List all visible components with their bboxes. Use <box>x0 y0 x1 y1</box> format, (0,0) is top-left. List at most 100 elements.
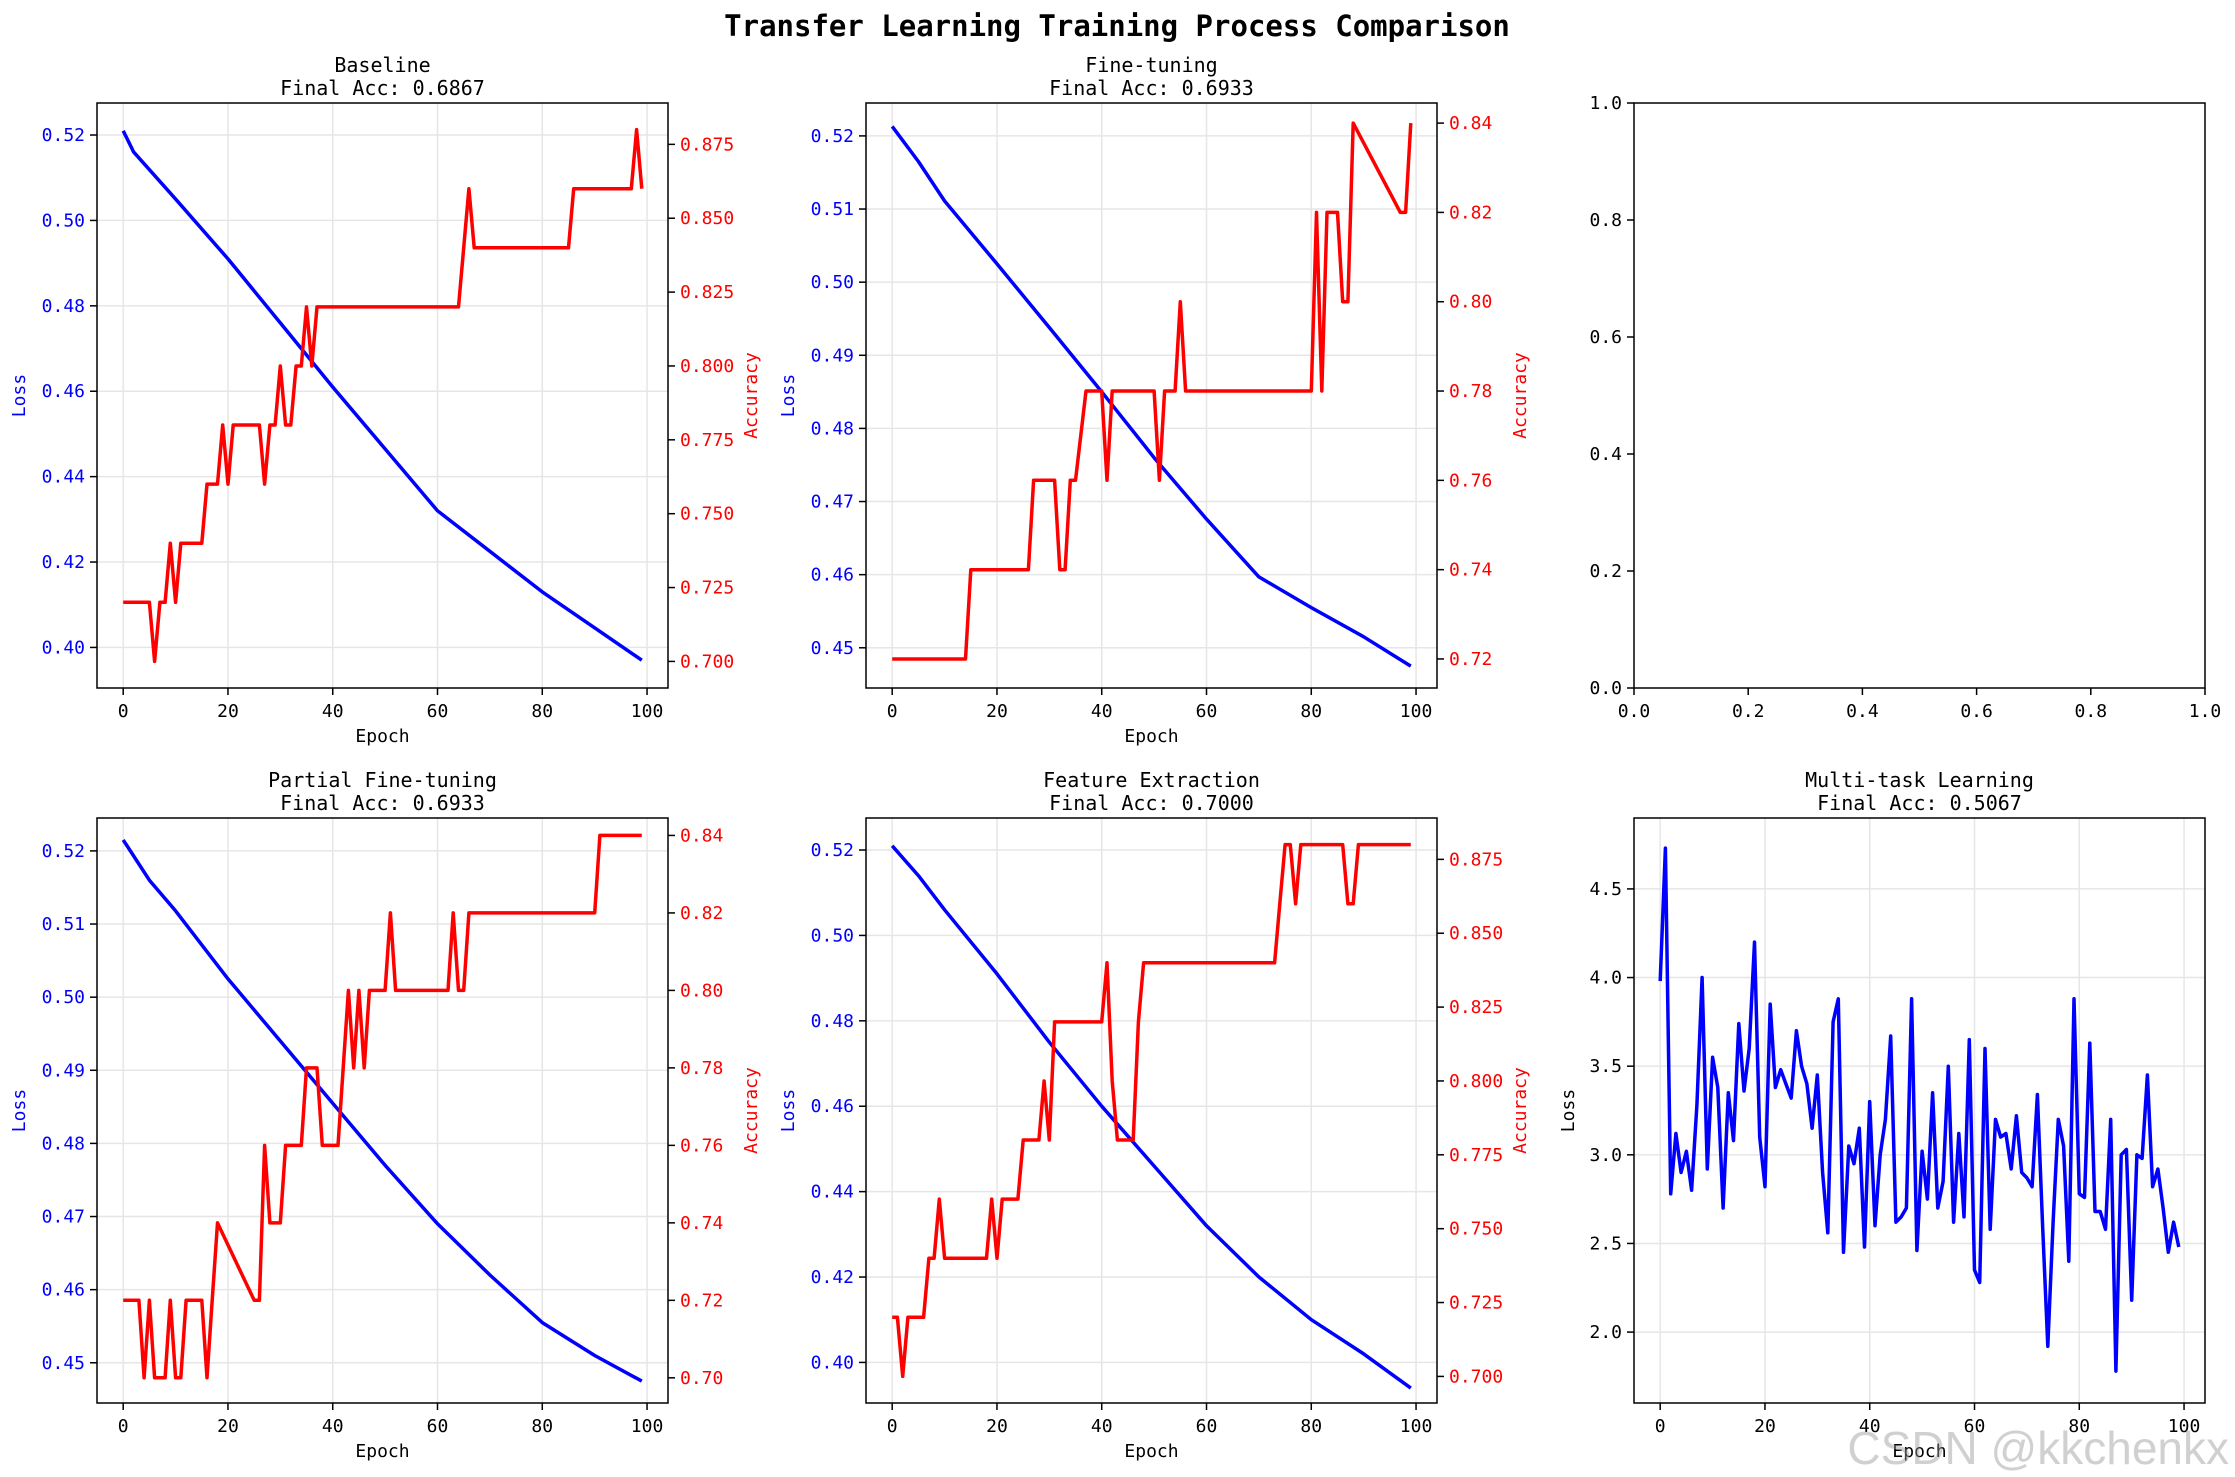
panel-title: Fine-tuning <box>1085 53 1217 77</box>
x-tick-label: 0 <box>1655 1416 1666 1437</box>
figure-title: Transfer Learning Training Process Compa… <box>724 9 1510 43</box>
x-tick-label: 100 <box>1400 1416 1433 1437</box>
loss-line <box>121 838 643 1383</box>
y-tick-label: 0.51 <box>811 199 854 220</box>
y-right-tick-label: 0.70 <box>680 1368 723 1389</box>
accuracy-line <box>123 127 644 664</box>
x-tick-label: 80 <box>1300 701 1322 722</box>
x-axis-label: Epoch <box>1124 1441 1178 1462</box>
y-tick-label: 0.52 <box>811 840 854 861</box>
panel-title: Baseline <box>334 53 430 77</box>
x-tick-label: 80 <box>2068 1416 2090 1437</box>
panel-feature-extraction: 0 20 40 60 80 100 0.40 0.42 0.44 0.46 0.48 0.50 0.52… <box>778 768 1531 1462</box>
y-tick-label: 0.46 <box>42 381 85 402</box>
panel-subtitle: Final Acc: 0.6933 <box>1049 76 1254 100</box>
y-tick-label: 0.46 <box>42 1280 85 1301</box>
x-tick-label: 60 <box>1964 1416 1986 1437</box>
accuracy-line <box>892 842 1411 1379</box>
y-tick-label: 0.48 <box>811 418 854 439</box>
panel-fine-tuning: 0 20 40 60 80 100 0.45 0.46 0.47 0.48 0.49 0.50 0.51… <box>778 53 1531 747</box>
y-right-tick-label: 0.76 <box>680 1135 723 1156</box>
y-tick-label: 0.48 <box>42 1133 85 1154</box>
y-tick-label: 0.44 <box>811 1182 854 1203</box>
y-tick-label: 2.0 <box>1589 1322 1622 1343</box>
y-tick-label: 0.44 <box>42 467 85 488</box>
y-tick-label: 0.50 <box>42 210 85 231</box>
y-right-tick-label: 0.700 <box>1449 1366 1503 1387</box>
x-tick-label: 100 <box>1400 701 1433 722</box>
y-right-axis-label: Accuracy <box>1510 1067 1531 1154</box>
y-tick-label: 2.5 <box>1589 1233 1622 1254</box>
y-tick-label: 4.5 <box>1589 879 1622 900</box>
panel-partial-fine-tuning: 0 20 40 60 80 100 0.45 0.46 0.47 0.48 0.49 0.50 0.51… <box>9 768 762 1462</box>
loss-line <box>890 844 1412 1390</box>
y-tick-label: 0.40 <box>42 637 85 658</box>
y-right-tick-label: 0.850 <box>680 208 734 229</box>
y-right-tick-label: 0.76 <box>1449 470 1492 491</box>
panel-subtitle: Final Acc: 0.7000 <box>1049 791 1254 815</box>
y-tick-label: 0.2 <box>1589 561 1622 582</box>
plot-frame <box>865 817 1438 1404</box>
y-axis-label: Loss <box>9 374 30 417</box>
plot-frame <box>96 102 669 689</box>
y-right-axis-label: Accuracy <box>741 1067 762 1154</box>
y-tick-label: 0.48 <box>811 1011 854 1032</box>
x-tick-label: 20 <box>986 1416 1008 1437</box>
x-tick-label: 60 <box>1196 1416 1218 1437</box>
x-tick-label: 0 <box>887 1416 898 1437</box>
y-right-tick-label: 0.875 <box>680 134 734 155</box>
x-tick-label: 40 <box>1091 701 1113 722</box>
y-right-tick-label: 0.82 <box>1449 202 1492 223</box>
panel-empty: 0.0 0.2 0.4 0.6 0.8 1.0 0.0 0.2 0.4 0.6 0.8 1.0 <box>1589 93 2221 722</box>
y-right-tick-label: 0.72 <box>1449 649 1492 670</box>
x-tick-label: 0.0 <box>1618 701 1651 722</box>
y-tick-label: 3.5 <box>1589 1056 1622 1077</box>
x-tick-label: 0.4 <box>1846 701 1879 722</box>
y-tick-label: 3.0 <box>1589 1145 1622 1166</box>
y-tick-label: 0.46 <box>811 565 854 586</box>
accuracy-line <box>123 833 642 1380</box>
x-tick-label: 40 <box>1091 1416 1113 1437</box>
y-tick-label: 0.45 <box>811 638 854 659</box>
y-right-tick-label: 0.825 <box>680 282 734 303</box>
watermark: CSDN @kkchenkx <box>1847 1422 2229 1474</box>
x-tick-label: 20 <box>217 1416 239 1437</box>
x-tick-label: 100 <box>631 1416 664 1437</box>
x-tick-label: 20 <box>1754 1416 1776 1437</box>
loss-line <box>890 125 1412 668</box>
y-tick-label: 0.42 <box>811 1267 854 1288</box>
y-right-tick-label: 0.84 <box>680 825 723 846</box>
x-tick-label: 40 <box>322 701 344 722</box>
y-tick-label: 0.49 <box>42 1060 85 1081</box>
y-right-tick-label: 0.84 <box>1449 113 1492 134</box>
y-tick-label: 0.50 <box>811 272 854 293</box>
panel-subtitle: Final Acc: 0.6933 <box>280 791 485 815</box>
y-tick-label: 4.0 <box>1589 968 1622 989</box>
plot-frame <box>1633 817 2206 1404</box>
accuracy-line <box>892 121 1413 661</box>
x-tick-label: 40 <box>322 1416 344 1437</box>
y-right-tick-label: 0.775 <box>1449 1145 1503 1166</box>
y-right-tick-label: 0.78 <box>680 1058 723 1079</box>
x-tick-label: 0.6 <box>1960 701 1993 722</box>
y-right-tick-label: 0.74 <box>1449 560 1492 581</box>
y-right-tick-label: 0.825 <box>1449 997 1503 1018</box>
x-tick-label: 0 <box>118 1416 129 1437</box>
panel-subtitle: Final Acc: 0.6867 <box>280 76 485 100</box>
y-axis-label: Loss <box>1558 1089 1579 1132</box>
x-tick-label: 0 <box>887 701 898 722</box>
x-tick-label: 1.0 <box>2189 701 2222 722</box>
y-axis-label: Loss <box>778 374 799 417</box>
y-tick-label: 0.6 <box>1589 327 1622 348</box>
y-right-tick-label: 0.800 <box>680 356 734 377</box>
panel-multi-task-learning: 0 20 40 60 80 100 2.0 2.5 3.0 3.5 4.0 4.5 Multi-task… <box>1558 768 2206 1462</box>
x-axis-label: Epoch <box>355 726 409 747</box>
x-tick-label: 0 <box>118 701 129 722</box>
y-right-tick-label: 0.80 <box>680 980 723 1001</box>
y-right-tick-label: 0.775 <box>680 430 734 451</box>
x-tick-label: 100 <box>2168 1416 2201 1437</box>
y-right-tick-label: 0.74 <box>680 1213 723 1234</box>
plot-frame <box>1633 102 2206 689</box>
y-tick-label: 0.52 <box>42 125 85 146</box>
